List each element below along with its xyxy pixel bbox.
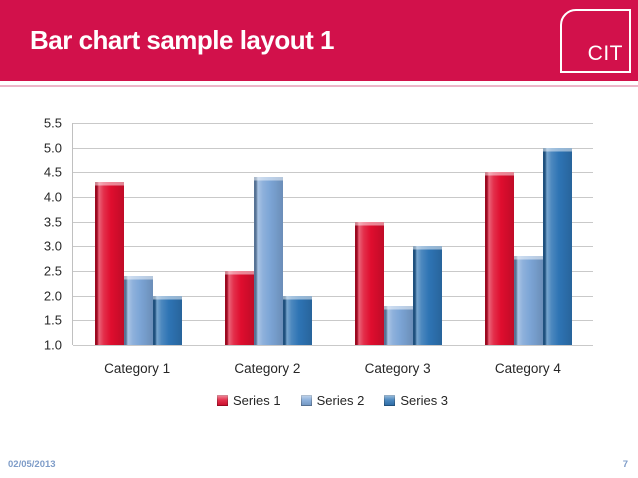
y-tick-label: 4.0	[43, 189, 62, 205]
bar-group-category-2	[203, 123, 333, 346]
legend-label: Series 3	[400, 393, 449, 408]
legend-label: Series 1	[232, 393, 281, 408]
footer-date: 02/05/2013	[8, 459, 56, 470]
bar-series-3-category-4	[542, 147, 572, 346]
gridline	[73, 270, 593, 272]
page-number: 7	[622, 459, 628, 470]
legend-swatch-series-2	[300, 395, 312, 406]
bar-series-2-category-3	[383, 305, 413, 346]
bar-group-category-3	[333, 123, 463, 346]
bar-series-3-category-3	[412, 246, 442, 345]
bar-series-2-category-2	[253, 177, 283, 345]
cit-logo: CIT	[560, 9, 631, 73]
y-tick-label: 3.0	[43, 238, 62, 254]
bar-series-1-category-3	[354, 221, 384, 346]
gridline	[73, 147, 593, 149]
gridline	[73, 295, 593, 297]
gridline	[73, 196, 593, 198]
y-tick-label: 4.5	[43, 164, 62, 180]
y-tick-label: 5.5	[43, 115, 62, 131]
cit-logo-text: CIT	[587, 42, 623, 65]
gridline	[73, 172, 593, 174]
gridline	[73, 345, 593, 346]
y-axis-labels: 5.5 5.0 4.5 4.0 3.5 3.0 2.5 2.0 1.5 1.0	[0, 116, 62, 353]
footer: 02/05/2013 7	[0, 458, 638, 472]
gridline	[73, 221, 593, 223]
bar-series-1-category-4	[484, 172, 514, 345]
y-tick-label: 2.5	[43, 263, 62, 279]
y-tick-label: 2.0	[43, 288, 62, 304]
y-tick-label: 1.0	[43, 337, 62, 353]
y-tick-label: 3.5	[43, 214, 62, 230]
category-label-category-4: Category 4	[494, 361, 561, 376]
gridline	[73, 246, 593, 248]
header-accent-line	[0, 85, 638, 87]
bar-series-1-category-1	[94, 182, 124, 345]
y-tick-label: 5.0	[43, 140, 62, 156]
bar-series-1-category-2	[224, 271, 254, 345]
bar-series-2-category-4	[513, 256, 543, 345]
bar-group-category-1	[73, 123, 203, 346]
legend: Series 1 Series 2 Series 3	[72, 393, 593, 408]
gridline	[73, 123, 593, 124]
legend-item-series-3: Series 3	[384, 393, 448, 408]
bar-groups	[73, 123, 593, 346]
gridline	[73, 320, 593, 322]
slide-title: Bar chart sample layout 1	[30, 25, 334, 55]
legend-swatch-series-3	[384, 395, 396, 406]
header: Bar chart sample layout 1 CIT	[0, 0, 638, 81]
bar-series-3-category-1	[152, 295, 182, 346]
category-labels: Category 1 Category 2 Category 3 Category 4	[72, 361, 593, 376]
bar-series-3-category-2	[282, 295, 312, 346]
category-label-category-2: Category 2	[234, 361, 301, 376]
bar-group-category-4	[463, 123, 593, 346]
bar-series-2-category-1	[123, 275, 153, 346]
legend-label: Series 2	[316, 393, 365, 408]
legend-item-series-2: Series 2	[300, 393, 365, 408]
category-label-category-3: Category 3	[364, 361, 431, 376]
legend-item-series-1: Series 1	[216, 393, 281, 408]
legend-swatch-series-1	[216, 395, 228, 406]
category-label-category-1: Category 1	[104, 361, 171, 376]
plot-area	[72, 123, 593, 346]
y-tick-label: 1.5	[43, 312, 62, 328]
